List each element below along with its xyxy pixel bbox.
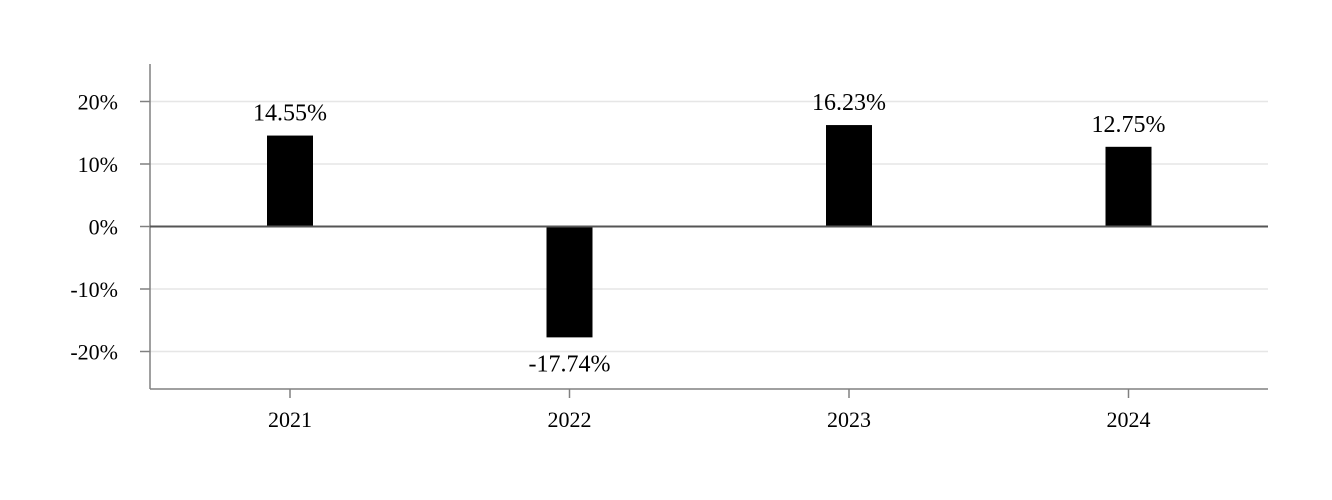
data-label-2023: 16.23% bbox=[812, 90, 886, 116]
data-label-2022: -17.74% bbox=[529, 351, 611, 377]
data-label-2021: 14.55% bbox=[253, 101, 327, 127]
x-tick-label: 2021 bbox=[268, 407, 312, 432]
y-tick-label: 10% bbox=[78, 152, 118, 177]
bars bbox=[267, 125, 1152, 338]
labels: 20% 10% 0% -10% -20% 2021 14.55% 2022 -17.74% 202… bbox=[70, 90, 1165, 433]
bar-2023 bbox=[826, 125, 872, 227]
y-tick-label: -10% bbox=[70, 277, 118, 302]
bar-2022 bbox=[546, 226, 593, 338]
grid-lines bbox=[150, 100, 1268, 353]
y-tick-label: 20% bbox=[78, 90, 118, 115]
bar-2024 bbox=[1105, 146, 1152, 227]
data-label-2024: 12.75% bbox=[1092, 112, 1166, 138]
axes bbox=[140, 64, 1268, 398]
y-tick-label: -20% bbox=[70, 340, 118, 365]
x-tick-label: 2023 bbox=[827, 407, 871, 432]
x-tick-label: 2022 bbox=[548, 407, 592, 432]
y-tick-label: 0% bbox=[89, 215, 118, 240]
x-tick-label: 2024 bbox=[1107, 407, 1151, 432]
bar-2021 bbox=[267, 135, 313, 227]
